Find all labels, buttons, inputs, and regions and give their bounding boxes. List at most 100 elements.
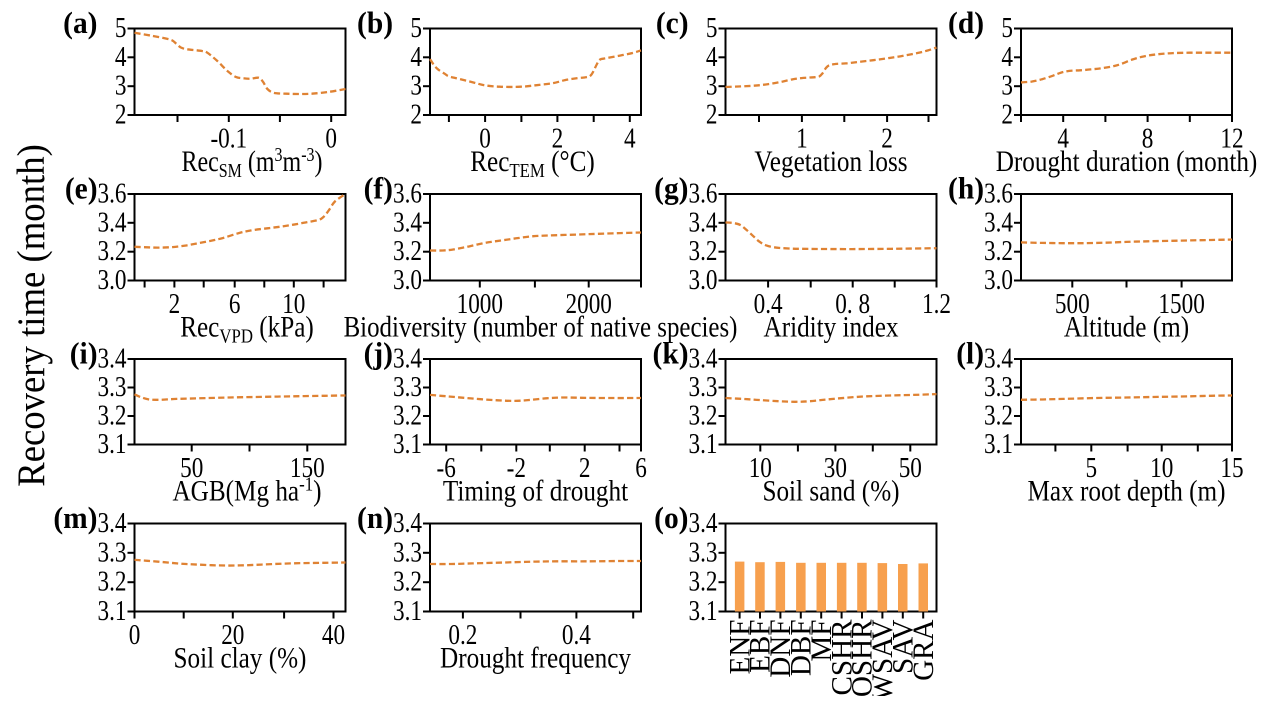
svg-text:(e): (e) (65, 171, 98, 206)
svg-text:3.4: 3.4 (98, 342, 127, 374)
svg-text:-0.1: -0.1 (210, 122, 247, 154)
svg-text:Vegetation loss: Vegetation loss (754, 144, 907, 178)
svg-text:(i): (i) (70, 336, 98, 371)
svg-text:Soil clay (%): Soil clay (%) (174, 640, 307, 674)
svg-text:0.2: 0.2 (448, 619, 477, 651)
svg-text:DNF: DNF (765, 620, 797, 678)
svg-text:-2: -2 (507, 452, 526, 484)
svg-text:4: 4 (624, 122, 636, 154)
svg-text:3.2: 3.2 (393, 565, 422, 597)
svg-text:5: 5 (1001, 12, 1013, 44)
svg-text:3.2: 3.2 (984, 235, 1013, 267)
svg-text:3.2: 3.2 (393, 399, 422, 431)
svg-text:Recovery time (month): Recovery time (month) (10, 144, 53, 487)
svg-text:CSHR: CSHR (826, 619, 858, 695)
svg-text:3.2: 3.2 (393, 235, 422, 267)
svg-text:3.2: 3.2 (689, 399, 718, 431)
svg-text:50: 50 (180, 452, 203, 484)
svg-text:1.2: 1.2 (922, 288, 951, 320)
svg-text:3.1: 3.1 (689, 428, 718, 460)
svg-text:4: 4 (410, 40, 422, 72)
svg-text:3.4: 3.4 (98, 206, 127, 238)
svg-text:3: 3 (706, 69, 718, 101)
svg-text:2: 2 (706, 98, 718, 130)
svg-text:8: 8 (1142, 122, 1154, 154)
svg-text:30: 30 (824, 452, 847, 484)
svg-text:Altitude (m): Altitude (m) (1064, 309, 1189, 343)
svg-text:OSHR: OSHR (846, 619, 878, 696)
svg-text:5: 5 (1086, 452, 1098, 484)
svg-text:(m): (m) (53, 500, 97, 535)
svg-text:3.2: 3.2 (98, 565, 127, 597)
svg-text:(h): (h) (948, 171, 984, 206)
svg-text:3.3: 3.3 (984, 371, 1013, 403)
svg-text:0: 0 (325, 122, 337, 154)
svg-text:Soil sand (%): Soil sand (%) (762, 473, 899, 507)
svg-text:2000: 2000 (566, 288, 612, 320)
svg-text:3.4: 3.4 (984, 342, 1013, 374)
svg-text:RecSM​ (m3​m-3​): RecSM​ (m3​m-3​) (181, 143, 322, 181)
svg-text:-6: -6 (437, 452, 456, 484)
svg-text:3.0: 3.0 (98, 264, 127, 296)
svg-text:3.4: 3.4 (984, 206, 1013, 238)
svg-text:3.6: 3.6 (393, 177, 422, 209)
svg-text:1500: 1500 (1158, 288, 1204, 320)
svg-text:3.1: 3.1 (98, 428, 127, 460)
svg-text:1: 1 (796, 122, 808, 154)
svg-text:500: 500 (1055, 288, 1090, 320)
svg-text:3.2: 3.2 (98, 399, 127, 431)
svg-text:3.3: 3.3 (98, 536, 127, 568)
svg-text:4: 4 (1001, 40, 1013, 72)
svg-text:3.1: 3.1 (393, 428, 422, 460)
svg-text:3.3: 3.3 (98, 371, 127, 403)
svg-text:3.1: 3.1 (98, 595, 127, 627)
svg-text:3.2: 3.2 (98, 235, 127, 267)
svg-text:WSAV: WSAV (867, 620, 899, 697)
svg-text:0.4: 0.4 (562, 619, 591, 651)
svg-text:GRA: GRA (908, 619, 940, 681)
svg-text:Max root depth (m): Max root depth (m) (1028, 473, 1226, 507)
svg-text:0. 8: 0. 8 (835, 288, 870, 320)
svg-text:3.4: 3.4 (689, 342, 718, 374)
svg-text:50: 50 (899, 452, 922, 484)
svg-text:(o): (o) (654, 500, 688, 535)
svg-text:3.0: 3.0 (393, 264, 422, 296)
svg-text:MF: MF (806, 620, 838, 662)
svg-text:3.3: 3.3 (393, 536, 422, 568)
svg-text:(f): (f) (364, 171, 393, 206)
svg-text:0.4: 0.4 (754, 288, 783, 320)
svg-text:3.4: 3.4 (393, 342, 422, 374)
svg-text:3.6: 3.6 (98, 177, 127, 209)
svg-text:3: 3 (1001, 69, 1013, 101)
svg-text:3: 3 (115, 69, 127, 101)
svg-text:(c): (c) (656, 5, 689, 40)
svg-text:10: 10 (1150, 452, 1173, 484)
svg-text:ENF: ENF (724, 620, 756, 675)
svg-text:2: 2 (881, 122, 893, 154)
svg-text:2: 2 (115, 98, 127, 130)
svg-text:SAV: SAV (887, 620, 919, 674)
svg-text:EBF: EBF (744, 620, 776, 673)
svg-text:Aridity index: Aridity index (763, 309, 898, 343)
svg-text:12: 12 (1220, 122, 1243, 154)
svg-text:0: 0 (129, 619, 141, 651)
svg-text:(l): (l) (956, 336, 984, 371)
svg-text:3.1: 3.1 (393, 595, 422, 627)
svg-text:10: 10 (749, 452, 772, 484)
svg-text:(k): (k) (653, 336, 689, 371)
svg-text:3.4: 3.4 (689, 507, 718, 539)
svg-text:4: 4 (1057, 122, 1069, 154)
svg-text:4: 4 (115, 40, 127, 72)
svg-text:3.4: 3.4 (393, 507, 422, 539)
svg-text:3.2: 3.2 (689, 235, 718, 267)
svg-text:2: 2 (169, 288, 181, 320)
svg-text:3.0: 3.0 (984, 264, 1013, 296)
svg-text:Drought duration (month): Drought duration (month) (996, 144, 1258, 178)
svg-text:(b): (b) (357, 5, 393, 40)
svg-text:3.1: 3.1 (984, 428, 1013, 460)
svg-text:(n): (n) (357, 500, 393, 535)
svg-text:40: 40 (322, 619, 345, 651)
svg-text:AGB(Mg ha-1​): AGB(Mg ha-1​) (172, 473, 321, 507)
svg-text:3.4: 3.4 (689, 206, 718, 238)
svg-text:3: 3 (410, 69, 422, 101)
